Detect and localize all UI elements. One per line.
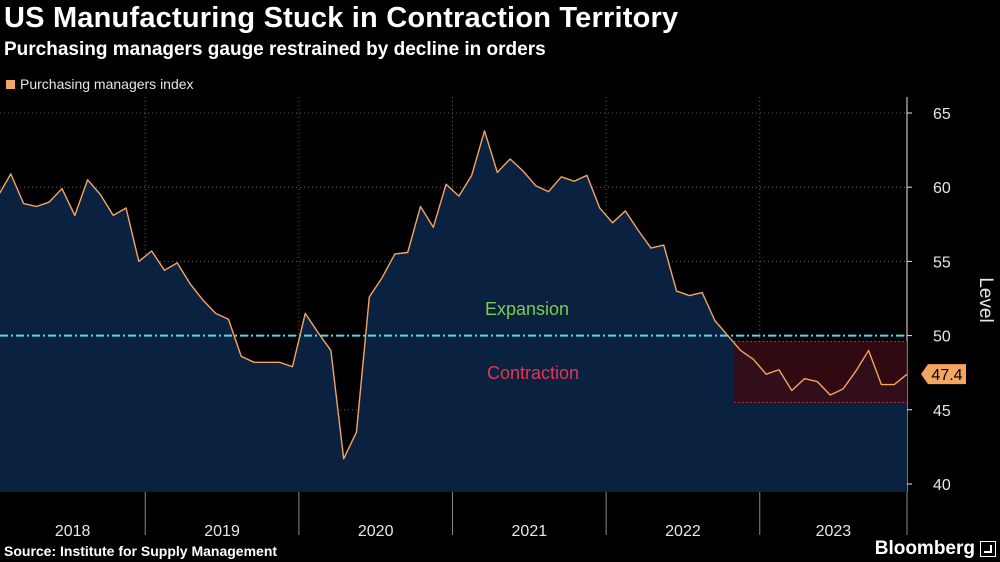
y-axis-title: Level (975, 277, 996, 322)
label-layer: 40 45 50 55 60 65 2018 2019 2020 2021 2022 2023 Leve… (55, 106, 996, 540)
xtick-label: 2020 (358, 523, 394, 540)
legend-label: Purchasing managers index (20, 76, 194, 92)
contraction-band (734, 341, 907, 403)
expansion-annotation: Expansion (485, 299, 569, 319)
ytick-label: 45 (933, 403, 951, 420)
contraction-annotation: Contraction (487, 363, 579, 383)
chart-title: US Manufacturing Stuck in Contraction Te… (4, 2, 679, 34)
chart-subtitle: Purchasing managers gauge restrained by … (4, 39, 546, 60)
ytick-label: 65 (933, 106, 951, 123)
last-value-badge (921, 364, 966, 385)
last-value-label: 47.4 (931, 367, 962, 384)
line-layer (0, 130, 908, 460)
brand: Bloomberg (875, 538, 996, 560)
ytick-label: 55 (933, 254, 951, 271)
legend: Purchasing managers index (6, 76, 194, 92)
xtick-label: 2019 (204, 523, 240, 540)
brand-name: Bloomberg (874, 538, 975, 559)
legend-swatch (6, 79, 15, 89)
xtick-label: 2021 (512, 523, 548, 540)
contraction-box-layer (734, 341, 907, 403)
ytick-label: 50 (933, 329, 951, 346)
xtick-label: 2023 (816, 523, 852, 540)
source-note: Source: Institute for Supply Management (4, 543, 278, 559)
area-fill (0, 130, 907, 492)
pmi-series-line (0, 130, 908, 460)
ytick-label: 60 (933, 180, 951, 197)
ytick-label: 40 (933, 477, 951, 494)
bloomberg-logo-icon (980, 541, 996, 557)
area-layer (0, 130, 907, 492)
xtick-label: 2022 (665, 523, 701, 540)
xtick-label: 2018 (55, 523, 91, 540)
